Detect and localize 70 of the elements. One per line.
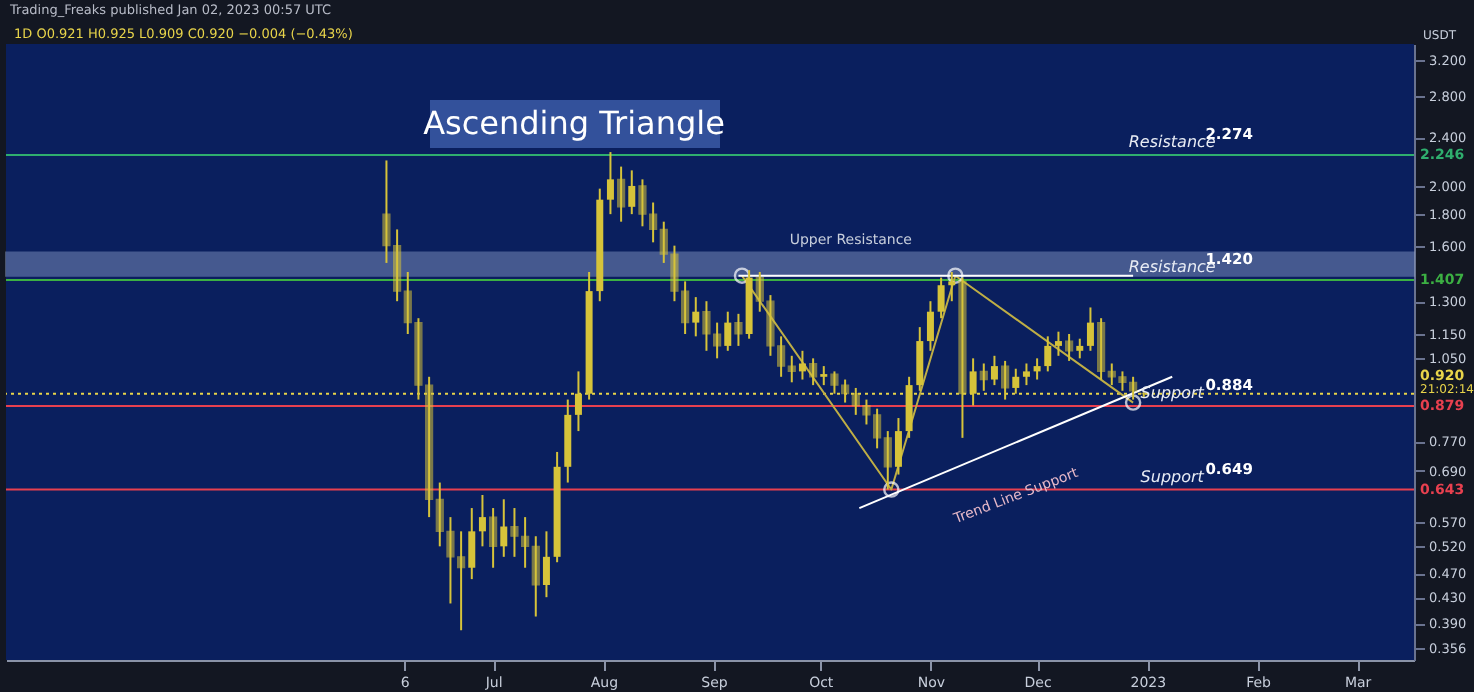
candlestick: [510, 507, 519, 558]
point: [733, 267, 751, 284]
candlestick: [883, 430, 892, 491]
candlestick: [820, 365, 828, 387]
candlestick: [574, 370, 582, 433]
candlestick: [724, 310, 732, 352]
candlestick: [1129, 375, 1138, 401]
candlestick: [617, 165, 626, 223]
candlestick: [777, 335, 786, 378]
candlestick: [681, 280, 690, 335]
candlestick: [542, 530, 550, 599]
candlestick: [958, 276, 967, 439]
candlestick: [894, 417, 902, 476]
candlestick: [500, 498, 508, 558]
candlestick: [435, 481, 444, 548]
candlestick: [670, 244, 679, 303]
candlestick: [766, 294, 775, 357]
candlestick: [905, 375, 913, 439]
candlestick: [1076, 337, 1084, 360]
candlestick: [969, 357, 977, 407]
candlestick: [628, 169, 636, 216]
candlestick: [713, 321, 722, 360]
candlestick: [478, 494, 486, 548]
candlestick: [649, 201, 658, 244]
candlestick: [531, 535, 540, 618]
candlestick: [1118, 370, 1127, 392]
annotation: Support: [1140, 383, 1206, 402]
annotation: Support: [1140, 467, 1206, 486]
candlestick: [1033, 357, 1041, 381]
candlestick: [702, 300, 711, 352]
candlestick: [692, 296, 700, 338]
candlestick: [937, 276, 945, 320]
candlestick: [521, 516, 530, 569]
candlestick: [755, 270, 764, 313]
candlestick: [734, 312, 743, 347]
candlestick: [1065, 333, 1074, 362]
candlestick: [873, 407, 882, 450]
candlestick: [1086, 306, 1094, 352]
candlestick: [414, 317, 423, 401]
candlestick: [841, 378, 850, 404]
candlestick: [1107, 362, 1116, 387]
candlestick: [382, 159, 391, 264]
candlestick: [809, 357, 818, 387]
candlestick: [1012, 367, 1020, 395]
candlestick: [457, 530, 466, 632]
candlestick: [1054, 330, 1062, 357]
candlestick: [798, 349, 806, 381]
candlestick: [948, 270, 956, 303]
candlestick: [979, 362, 988, 392]
candlestick: [1001, 359, 1010, 401]
candlestick: [990, 354, 998, 387]
candlestick: [638, 178, 647, 228]
candlestick: [659, 220, 668, 264]
candlestick: [606, 151, 614, 216]
candlestick: [787, 354, 796, 384]
candlestick: [468, 507, 476, 581]
candlestick: [446, 516, 455, 605]
candlestick: [926, 300, 934, 352]
candlestick: [1097, 317, 1106, 381]
candlestick: [1044, 335, 1052, 373]
candlestick: [830, 370, 839, 395]
candlestick: [403, 270, 412, 335]
text: Ascending Triangle: [423, 104, 725, 142]
candlestick: [851, 386, 860, 416]
candlestick: [916, 326, 924, 392]
candlestick: [489, 507, 498, 569]
candlestick: [393, 228, 402, 303]
candlestick: [425, 375, 434, 519]
candlestick: [862, 398, 871, 426]
candlestick: [1022, 362, 1030, 387]
